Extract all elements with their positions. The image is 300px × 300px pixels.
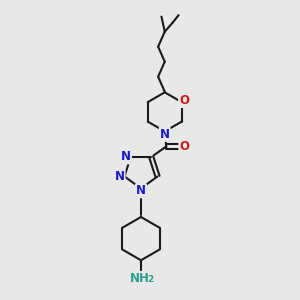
Text: O: O: [179, 94, 189, 107]
Text: N: N: [115, 170, 124, 183]
Text: N: N: [121, 150, 131, 164]
Text: N: N: [160, 128, 170, 141]
Text: N: N: [136, 184, 146, 197]
Text: O: O: [179, 140, 189, 153]
Text: 2: 2: [148, 275, 154, 284]
Text: NH: NH: [130, 272, 149, 285]
